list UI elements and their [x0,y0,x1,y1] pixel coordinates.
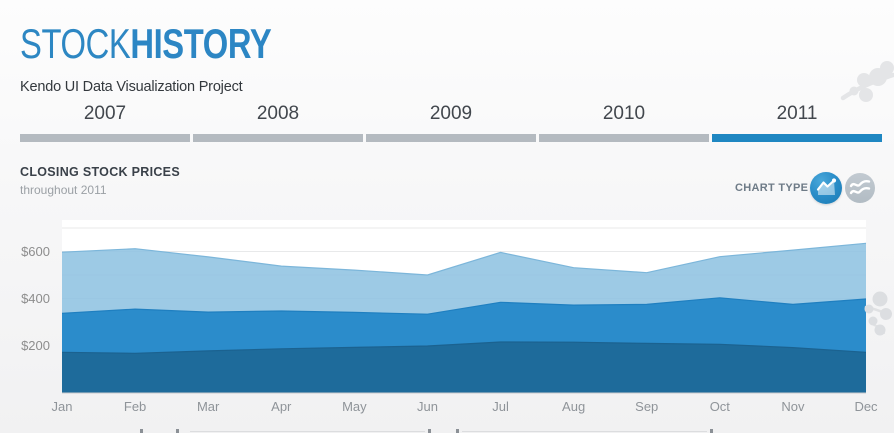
page-title-regular: STOCK [20,20,131,67]
area-top-light-blue-line [61,242,867,276]
tab-2010[interactable]: 2010 [539,103,709,142]
x-axis-label: Sep [635,398,659,414]
chart-title: CLOSING STOCK PRICES [20,165,180,179]
x-axis-label: Jun [416,398,438,414]
tab-2009[interactable]: 2009 [366,103,536,142]
tab-underline [366,134,536,142]
x-axis-label: Jul [492,398,509,414]
x-axis-label: Jan [51,398,73,414]
tab-label: 2008 [256,103,300,124]
chart-type-area-button[interactable] [810,172,842,204]
area-bottom-dark-blue-line [61,341,867,354]
tab-label: 2010 [602,103,646,124]
x-axis-label: Oct [709,398,730,414]
x-axis-label: Nov [781,398,805,414]
x-axis-label: Mar [196,398,220,414]
tab-2011[interactable]: 2011 [712,103,882,142]
tab-2008[interactable]: 2008 [193,103,363,142]
line-chart-icon [849,179,871,195]
x-axis-label: Dec [854,398,878,414]
chart-plot-area[interactable] [0,220,894,433]
tab-underline-selected [712,134,882,142]
area-bottom-dark-blue-area[interactable] [62,342,866,393]
year-tabs: 2007 2008 2009 2010 2011 [20,103,882,142]
tab-underline [539,134,709,142]
chart-type-label: CHART TYPE [735,182,809,194]
tab-label: 2011 [776,103,818,124]
area-chart-icon [816,178,837,195]
x-axis-label: Apr [271,398,292,414]
tab-underline [193,134,363,142]
x-axis-label: Feb [123,398,147,414]
page-subtitle: Kendo UI Data Visualization Project [20,79,243,95]
chart-subtitle: throughout 2011 [20,183,107,197]
chart-type-line-button[interactable] [845,173,875,203]
y-axis-label: $600 [21,243,50,259]
tab-underline [20,134,190,142]
x-axis-label: May [342,398,367,414]
x-axis-label: Aug [562,398,586,414]
page-title: STOCKHISTORY [20,20,272,67]
chart-type-control: CHART TYPE [730,170,880,206]
tab-label: 2007 [83,103,127,124]
y-axis-label: $400 [21,290,50,306]
tab-label: 2009 [429,103,473,124]
stock-chart: $200 $400 $600 Jan Feb Mar Apr May Jun Jul Aug Sep… [0,220,894,433]
tab-2007[interactable]: 2007 [20,103,190,142]
page-title-bold: HISTORY [130,20,272,67]
y-axis-label: $200 [21,337,50,353]
area-middle-blue-line [61,297,867,315]
